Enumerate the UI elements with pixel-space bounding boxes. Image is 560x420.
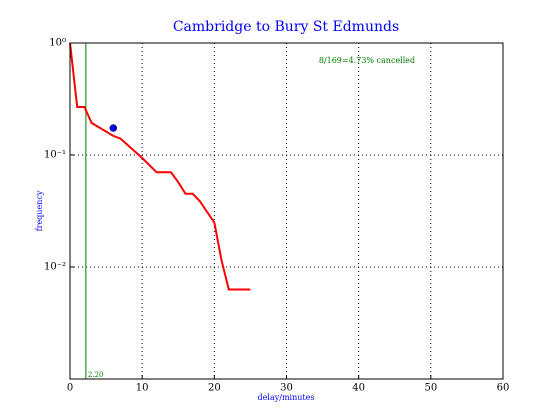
x-tick-label: 40: [352, 383, 365, 394]
x-tick-label: 0: [67, 383, 73, 394]
y-axis-label: frequency: [35, 190, 44, 231]
x-tick-label: 50: [424, 383, 437, 394]
point: [109, 124, 118, 132]
y-tick-label: 10⁰: [49, 38, 66, 49]
x-tick-label: 10: [136, 383, 149, 394]
y-tick-label: 10⁻¹: [44, 150, 66, 161]
reference-label: 2.20: [88, 371, 104, 379]
chart-title: Cambridge to Bury St Edmunds: [173, 19, 399, 35]
x-tick-label: 30: [280, 383, 293, 394]
x-tick-label: 60: [497, 383, 510, 394]
x-axis-label: delay/minutes: [258, 393, 315, 402]
plot-frame: [69, 42, 504, 380]
line-series: [69, 42, 251, 291]
y-tick-label: 10⁻²: [44, 262, 66, 273]
x-tick-label: 20: [208, 383, 221, 394]
annotation: 8/169=4.73% cancelled: [319, 56, 415, 65]
